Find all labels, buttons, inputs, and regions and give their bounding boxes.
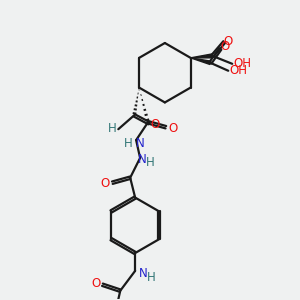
- Text: H: H: [124, 136, 133, 150]
- Text: O: O: [101, 177, 110, 190]
- Text: O: O: [221, 40, 230, 53]
- Text: O: O: [91, 277, 100, 290]
- Text: OH: OH: [233, 57, 251, 70]
- Text: O: O: [168, 122, 177, 135]
- Text: N: N: [138, 153, 146, 167]
- Text: N: N: [139, 267, 147, 280]
- Text: OH: OH: [229, 64, 247, 77]
- Text: O: O: [224, 34, 233, 47]
- Text: H: H: [147, 271, 155, 284]
- Text: H: H: [146, 156, 154, 170]
- Polygon shape: [190, 58, 211, 64]
- Text: N: N: [136, 136, 145, 150]
- Text: O: O: [150, 118, 160, 131]
- Polygon shape: [190, 54, 213, 58]
- Text: H: H: [108, 122, 117, 135]
